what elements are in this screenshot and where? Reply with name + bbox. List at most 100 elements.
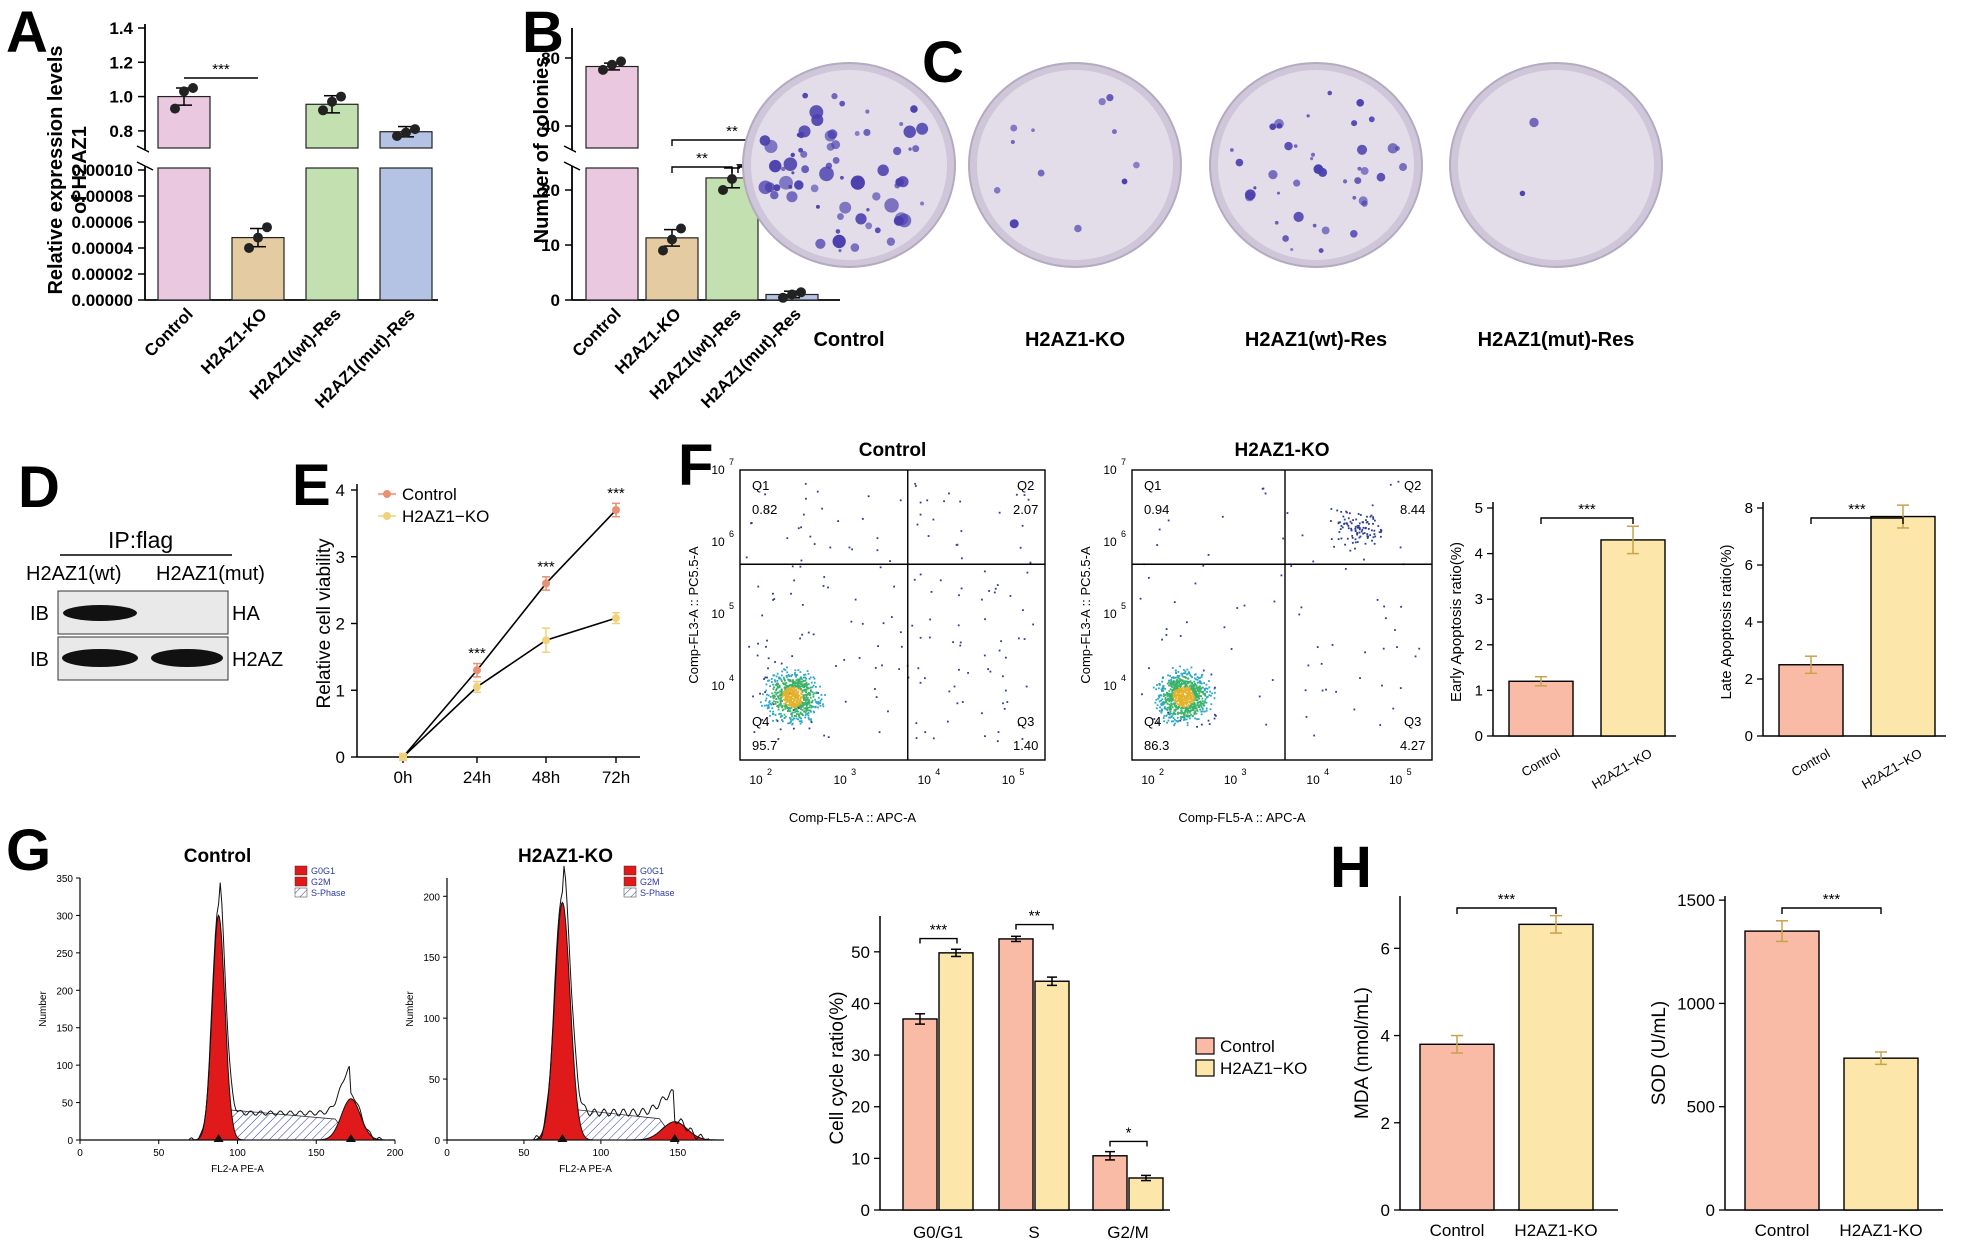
panel-f-event-dot bbox=[1205, 701, 1208, 704]
panel-g-bar-sig-0-bracket bbox=[919, 937, 958, 944]
panel-f-event-dot bbox=[1161, 677, 1164, 679]
panel-f-event-dot bbox=[780, 697, 782, 700]
panel-b-point bbox=[727, 174, 737, 184]
panel-f-event-dot bbox=[1376, 599, 1379, 601]
panel-f-event-dot bbox=[1209, 708, 1212, 711]
panel-f-event-dot bbox=[1176, 675, 1179, 677]
panel-f-event-dot bbox=[1202, 669, 1205, 672]
panel-f-event-dot bbox=[1194, 717, 1197, 720]
panel-f-bar-ylabel-1: Late Apoptosis ratio(%) bbox=[1718, 544, 1735, 699]
panel-g-hist-xtick-label: 100 bbox=[229, 1148, 246, 1159]
panel-f-event-dot bbox=[1368, 523, 1370, 525]
panel-f-event-dot bbox=[791, 711, 794, 714]
colony-dot bbox=[815, 204, 820, 209]
panel-f-event-dot bbox=[805, 706, 808, 709]
panel-f-event-dot bbox=[1344, 543, 1346, 546]
panel-f-event-dot bbox=[1174, 676, 1177, 679]
panel-f-event-dot bbox=[801, 678, 803, 681]
panel-f-event-dot bbox=[1159, 706, 1161, 709]
panel-f-event-dot bbox=[803, 673, 805, 676]
panel-f-event-dot bbox=[808, 699, 810, 702]
panel-f-event-dot bbox=[804, 690, 807, 693]
panel-f-event-dot bbox=[793, 700, 796, 702]
panel-h-sig-1-bracket bbox=[1781, 907, 1882, 914]
panel-f-event-dot bbox=[783, 678, 786, 680]
panel-f-event-dot bbox=[791, 693, 794, 696]
panel-f-event-dot bbox=[780, 662, 783, 665]
panel-f-event-dot bbox=[1363, 558, 1365, 561]
panel-f-event-dot bbox=[1183, 680, 1186, 683]
colony-dot bbox=[1310, 152, 1316, 157]
panel-f-event-dot bbox=[777, 695, 780, 698]
panel-e-ytick-label: 1 bbox=[336, 681, 345, 700]
panel-f-event-dot bbox=[1290, 565, 1293, 567]
panel-f-event-dot bbox=[1169, 694, 1172, 697]
panel-f-event-dot bbox=[815, 700, 817, 703]
colony-dot bbox=[1293, 179, 1301, 187]
panel-f-event-dot bbox=[1243, 604, 1246, 607]
panel-f-event-dot bbox=[848, 546, 851, 549]
panel-f-event-dot bbox=[780, 678, 783, 681]
panel-e-sig: *** bbox=[607, 485, 625, 502]
panel-b-point bbox=[667, 234, 677, 245]
panel-g-hist-ytick-label: 50 bbox=[429, 1075, 441, 1086]
panel-f-ytick: 10 bbox=[1103, 535, 1117, 549]
panel-f-event-dot bbox=[771, 695, 774, 697]
panel-f-event-dot bbox=[781, 693, 784, 696]
panel-f-event-dot bbox=[802, 698, 805, 701]
panel-f-event-dot bbox=[1379, 724, 1382, 726]
panel-a-ylabel-2: of H2AZ1 bbox=[69, 126, 91, 214]
dish-plate-0 bbox=[751, 70, 947, 260]
panel-f-event-dot bbox=[1171, 712, 1173, 715]
panel-f-event-dot bbox=[775, 718, 778, 721]
panel-f-event-dot bbox=[1187, 688, 1190, 691]
panel-f-event-dot bbox=[1187, 690, 1190, 693]
panel-f-event-dot bbox=[803, 686, 806, 688]
panel-f-event-dot bbox=[1160, 704, 1163, 707]
panel-f-event-dot bbox=[769, 696, 772, 698]
panel-h-ytick-label: 6 bbox=[1381, 939, 1390, 958]
colony-dot bbox=[877, 164, 889, 177]
panel-f-event-dot bbox=[775, 689, 778, 692]
panel-f-event-dot bbox=[1165, 693, 1167, 696]
panel-f-event-dot bbox=[793, 579, 796, 582]
panel-f-event-dot bbox=[1356, 533, 1359, 536]
panel-f-event-dot bbox=[768, 679, 771, 682]
panel-f-bar-ytick-label: 0 bbox=[1745, 728, 1753, 745]
blot-h2az-band-wt bbox=[62, 649, 138, 667]
panel-f-event-dot bbox=[1169, 713, 1171, 716]
panel-f-event-dot bbox=[1186, 721, 1189, 724]
panel-f-event-dot bbox=[959, 641, 962, 644]
panel-f-event-dot bbox=[1193, 687, 1196, 690]
panel-a-ytick-lower-label: 0.00000 bbox=[72, 291, 133, 310]
panel-f-event-dot bbox=[772, 683, 774, 686]
panel-f-event-dot bbox=[1161, 690, 1164, 692]
panel-f-q4-name: Q4 bbox=[752, 714, 769, 729]
panel-f-event-dot bbox=[1187, 694, 1190, 697]
panel-f-event-dot bbox=[789, 693, 792, 695]
panel-f-event-dot bbox=[813, 692, 816, 695]
panel-f-event-dot bbox=[809, 686, 812, 689]
colony-dot bbox=[1293, 144, 1298, 148]
panel-f-event-dot bbox=[867, 495, 870, 498]
panel-f-event-dot bbox=[784, 707, 787, 710]
panel-f-event-dot bbox=[788, 679, 791, 682]
panel-f-event-dot bbox=[1214, 686, 1216, 689]
panel-f-event-dot bbox=[1330, 538, 1333, 540]
panel-f-event-dot bbox=[822, 705, 825, 708]
colony-dot bbox=[1351, 120, 1358, 127]
panel-f-event-dot bbox=[987, 668, 990, 671]
panel-e-xtick-label: 0h bbox=[394, 768, 413, 787]
panel-f-event-dot bbox=[1362, 526, 1365, 529]
panel-f-event-dot bbox=[1200, 695, 1202, 698]
panel-f-event-dot bbox=[802, 513, 805, 516]
colony-dot bbox=[796, 132, 801, 138]
panel-h-ylabel-0: MDA (nmol/mL) bbox=[1352, 987, 1373, 1119]
panel-f-event-dot bbox=[800, 720, 803, 722]
panel-f-event-dot bbox=[801, 709, 804, 711]
panel-f-event-dot bbox=[1168, 706, 1171, 709]
panel-f-event-dot bbox=[1177, 712, 1180, 715]
panel-a-ytick-upper-label: 0.8 bbox=[109, 122, 133, 141]
panel-f-event-dot bbox=[745, 556, 748, 559]
panel-f-event-dot bbox=[794, 681, 797, 684]
